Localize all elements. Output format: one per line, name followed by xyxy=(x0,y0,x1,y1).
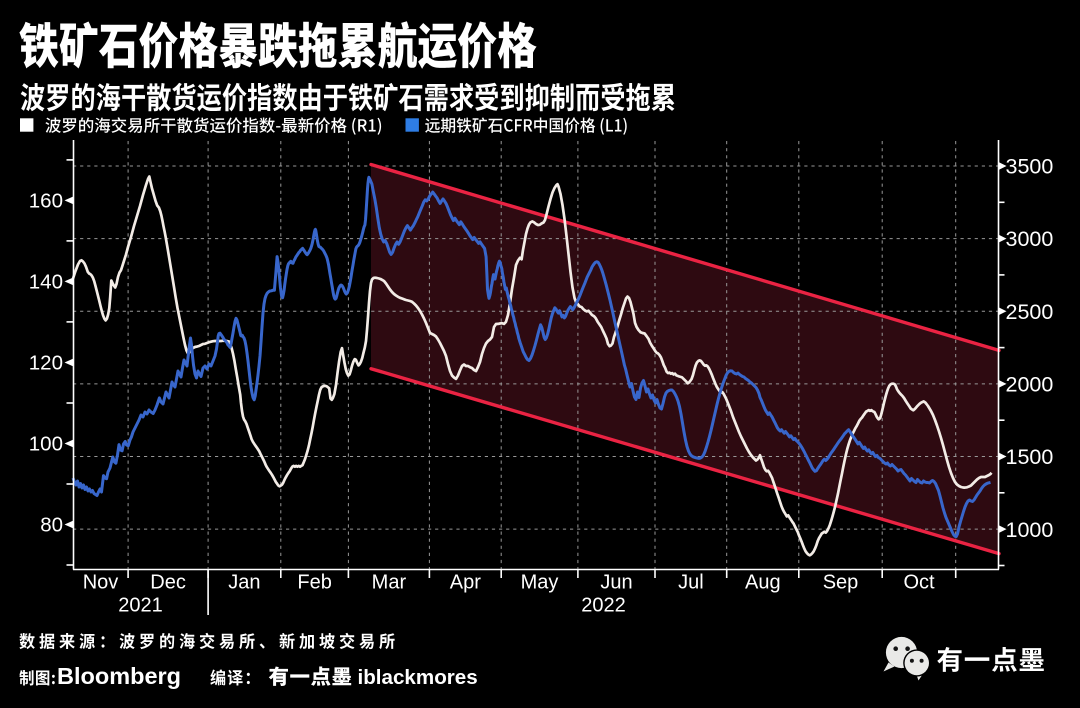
svg-text:160: 160 xyxy=(29,190,63,213)
svg-text:May: May xyxy=(521,571,559,593)
svg-text:Jul: Jul xyxy=(678,571,704,593)
svg-text:Oct: Oct xyxy=(903,571,935,593)
svg-text:Apr: Apr xyxy=(450,571,481,593)
svg-text:80: 80 xyxy=(40,514,63,537)
svg-text:iblackmores: iblackmores xyxy=(358,666,478,689)
svg-text:3000: 3000 xyxy=(1006,227,1054,251)
svg-text:Mar: Mar xyxy=(372,571,407,593)
svg-text:2021: 2021 xyxy=(118,595,163,617)
svg-text:2000: 2000 xyxy=(1006,373,1054,397)
svg-text:Nov: Nov xyxy=(83,571,119,593)
svg-text:Sep: Sep xyxy=(823,571,859,593)
svg-text:Jun: Jun xyxy=(600,571,632,593)
svg-text:1500: 1500 xyxy=(1006,445,1054,469)
svg-text:Aug: Aug xyxy=(745,571,781,593)
svg-text:Jan: Jan xyxy=(228,571,260,593)
svg-text:100: 100 xyxy=(29,433,63,456)
svg-text:140: 140 xyxy=(29,271,63,294)
svg-text:2022: 2022 xyxy=(581,595,626,617)
svg-text:Feb: Feb xyxy=(297,571,331,593)
svg-text:Bloomberg: Bloomberg xyxy=(57,663,181,689)
svg-text:3500: 3500 xyxy=(1006,155,1054,179)
svg-text:2500: 2500 xyxy=(1006,300,1054,324)
svg-text:1000: 1000 xyxy=(1006,518,1054,542)
svg-text:Dec: Dec xyxy=(150,571,186,593)
svg-text:120: 120 xyxy=(29,352,63,375)
